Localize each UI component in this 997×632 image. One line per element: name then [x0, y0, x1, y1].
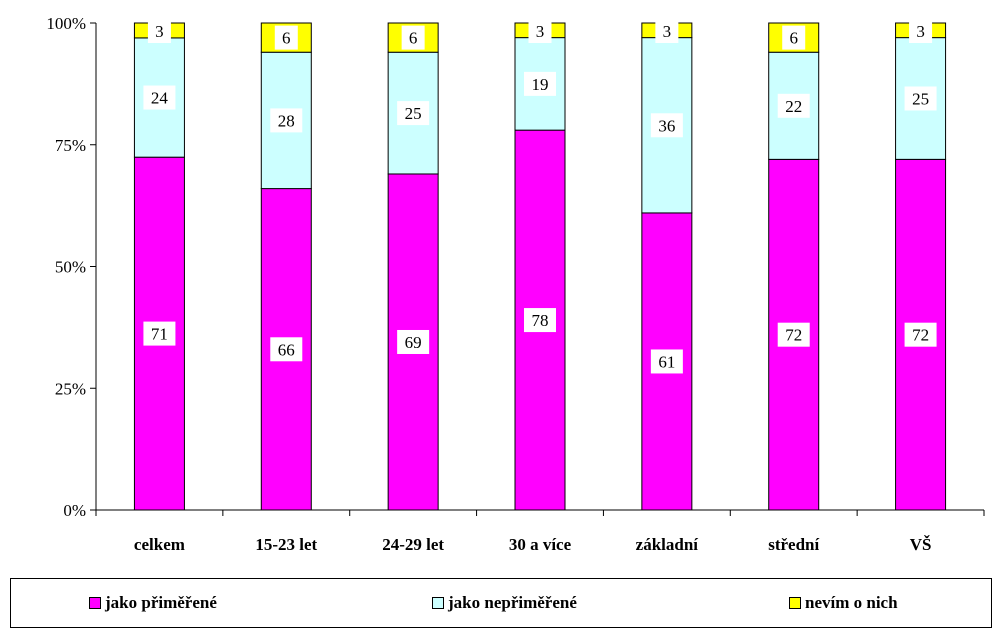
stacked-bar-chart: 0% 25% 50% 75% 100% celkem 15-23 let 24-29 let 3… [46, 14, 985, 554]
data-label-box [143, 85, 176, 110]
data-label-box [904, 322, 937, 347]
data-label-box [147, 19, 171, 43]
legend-swatch-inappropriate [432, 597, 444, 609]
data-label-box [777, 322, 810, 347]
bar-segment [768, 51, 820, 160]
legend-swatch-dont-know [789, 597, 801, 609]
x-category-label: základní [636, 535, 699, 554]
x-category-label: VŠ [910, 535, 932, 554]
data-label: 25 [405, 104, 422, 123]
data-label: 6 [409, 29, 418, 48]
data-label-box [909, 19, 933, 43]
x-category-label: 15-23 let [255, 535, 317, 554]
data-labels-layer: 71 24 3 66 28 6 69 25 6 78 19 3 61 36 3 72 22 6 72 25 3 [143, 19, 937, 374]
data-label-box [777, 93, 810, 118]
data-label: 24 [151, 89, 169, 108]
data-label: 71 [151, 325, 168, 344]
legend: jako přiměřené jako nepřiměřené nevím o … [10, 578, 992, 628]
x-category-label: střední [768, 535, 819, 554]
y-tick-label: 50% [55, 258, 86, 277]
data-label: 28 [278, 111, 295, 130]
legend-item-appropriate: jako přiměřené [89, 593, 217, 613]
data-label-box [524, 71, 556, 96]
data-label: 3 [155, 22, 164, 41]
data-label: 25 [912, 89, 929, 108]
data-label-box [274, 25, 298, 50]
data-label-box [397, 329, 430, 354]
data-label: 3 [536, 22, 545, 41]
legend-label-appropriate: jako přiměřené [105, 593, 217, 612]
data-label-box [650, 349, 683, 374]
axis-layer: 0% 25% 50% 75% 100% celkem 15-23 let 24-29 let 3… [46, 14, 985, 554]
data-label-box [270, 337, 303, 362]
y-tick-label: 25% [55, 379, 86, 398]
y-tick-label: 0% [63, 501, 86, 520]
data-label-box [524, 308, 556, 333]
data-label-box [528, 19, 552, 43]
data-label-box [782, 25, 806, 50]
x-category-label: 24-29 let [382, 535, 444, 554]
data-label: 72 [785, 326, 802, 345]
data-label-box [397, 101, 430, 126]
data-label: 6 [282, 29, 291, 48]
data-label-box [650, 113, 683, 138]
legend-swatch-appropriate [89, 597, 101, 609]
data-label: 61 [658, 352, 675, 371]
data-label: 66 [278, 340, 295, 359]
data-label-box [143, 321, 176, 346]
legend-label-dont-know: nevím o nich [805, 593, 898, 612]
data-label: 72 [912, 326, 929, 345]
data-label-box [655, 19, 679, 43]
data-label: 22 [785, 97, 802, 116]
data-label: 3 [916, 22, 925, 41]
data-label-box [904, 86, 937, 111]
data-label: 3 [663, 22, 672, 41]
y-tick-label: 100% [46, 14, 86, 33]
legend-label-inappropriate: jako nepřiměřené [448, 593, 577, 612]
y-tick-label: 75% [55, 136, 86, 155]
bars-layer [133, 22, 947, 511]
legend-item-dont-know: nevím o nich [789, 593, 898, 613]
legend-item-inappropriate: jako nepřiměřené [432, 593, 577, 613]
data-label: 36 [658, 116, 675, 135]
data-label-box [401, 25, 425, 50]
x-category-label: 30 a více [509, 535, 572, 554]
bar-segment [514, 129, 566, 511]
data-label: 78 [532, 311, 549, 330]
data-label: 19 [532, 75, 549, 94]
data-label-box [270, 108, 303, 133]
data-label: 6 [789, 29, 798, 48]
x-category-label: celkem [134, 535, 185, 554]
data-label: 69 [405, 333, 422, 352]
